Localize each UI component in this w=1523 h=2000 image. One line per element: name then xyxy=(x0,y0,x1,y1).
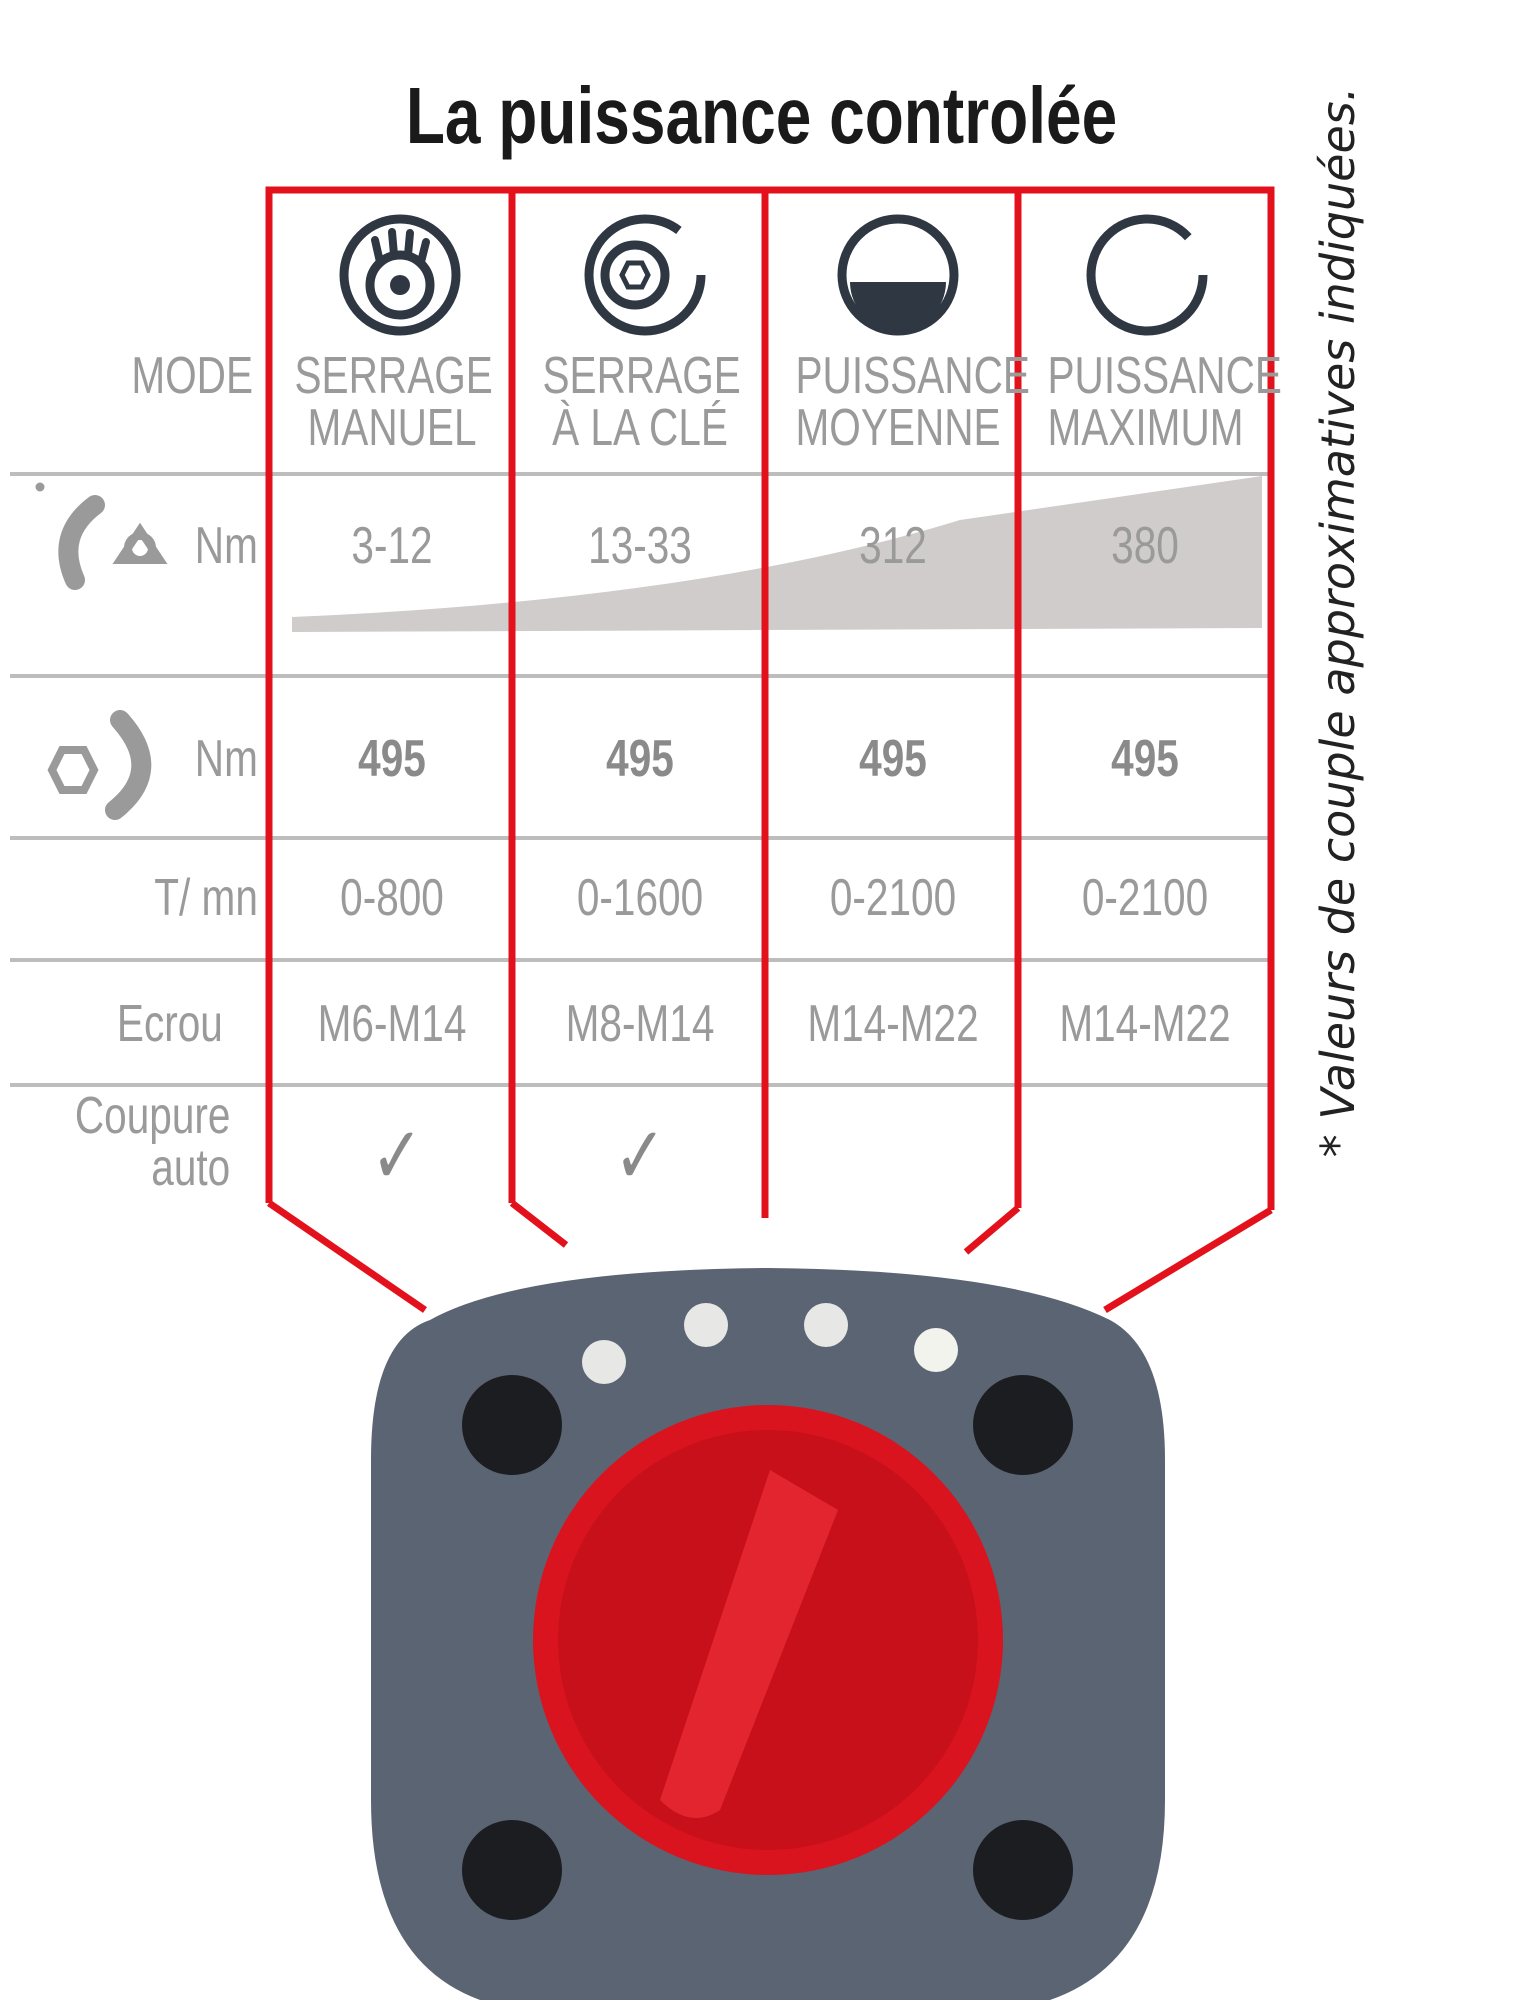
pointer-line xyxy=(1103,1207,1273,1313)
mode-speed: 0-2100 xyxy=(829,869,957,927)
mode-line2: MOYENNE xyxy=(795,399,1001,457)
check-icon: ✓ xyxy=(613,1111,667,1200)
mode-line1: PUISSANCE xyxy=(795,347,1030,405)
mode-selector-dial[interactable] xyxy=(371,1268,1165,2000)
dial-mark-wrench xyxy=(684,1303,728,1347)
dial-mark-hand xyxy=(582,1340,626,1384)
mode-torque: 380 xyxy=(1111,517,1179,575)
screws xyxy=(462,1375,1073,1920)
pointer-line xyxy=(509,1200,569,1248)
half-circle-icon xyxy=(837,214,959,336)
tighten-arrow-icon xyxy=(35,482,168,590)
open-circle-icon xyxy=(1086,214,1208,336)
mode-line2: MAXIMUM xyxy=(1047,399,1244,457)
pointer-line xyxy=(267,1200,427,1313)
row-label-autocut: Coupure xyxy=(74,1087,230,1145)
mode-nut: M14-M22 xyxy=(1059,995,1231,1053)
dial-mark-max xyxy=(914,1328,958,1372)
mode-speed: 0-2100 xyxy=(1081,869,1209,927)
mode-loosen: 495 xyxy=(606,730,674,788)
mode-frame xyxy=(265,186,1275,1313)
row-label-mode: MODE xyxy=(131,347,253,405)
mode-line1: PUISSANCE xyxy=(1047,347,1282,405)
mode-loosen: 495 xyxy=(358,730,426,788)
row-dividers xyxy=(10,472,1271,1087)
mode-torque: 312 xyxy=(859,517,927,575)
row-label-loosen: Nm xyxy=(194,730,258,788)
row-label-tighten: Nm xyxy=(194,517,258,575)
row-label-nut: Ecrou xyxy=(117,995,223,1053)
mode-line2: MANUEL xyxy=(307,399,477,457)
mode-loosen: 495 xyxy=(859,730,927,788)
row-label-autocut-2: auto xyxy=(151,1139,230,1197)
loosen-arrow-icon xyxy=(47,710,152,820)
mode-nut: M14-M22 xyxy=(807,995,979,1053)
mode-nut: M6-M14 xyxy=(317,995,467,1053)
wrench-nut-icon xyxy=(584,214,706,336)
row-label-speed: T/ mn xyxy=(154,869,258,927)
mode-torque: 13-33 xyxy=(588,517,692,575)
mode-nut: M8-M14 xyxy=(565,995,715,1053)
frame-outline xyxy=(265,186,1275,1210)
dial-mark-half xyxy=(804,1303,848,1347)
pointer-line xyxy=(963,1205,1021,1255)
mode-line1: SERRAGE xyxy=(542,347,741,405)
mode-loosen: 495 xyxy=(1111,730,1179,788)
page-title: La puissance controlée xyxy=(405,71,1118,160)
mode-speed: 0-800 xyxy=(340,869,444,927)
mode-speed: 0-1600 xyxy=(576,869,704,927)
hand-icon xyxy=(339,214,461,336)
mode-torque: 3-12 xyxy=(351,517,433,575)
check-icon: ✓ xyxy=(370,1111,424,1200)
dial-pointer xyxy=(660,1470,838,1818)
mode-line1: SERRAGE xyxy=(294,347,493,405)
mode-line2: À LA CLÉ xyxy=(552,399,728,457)
